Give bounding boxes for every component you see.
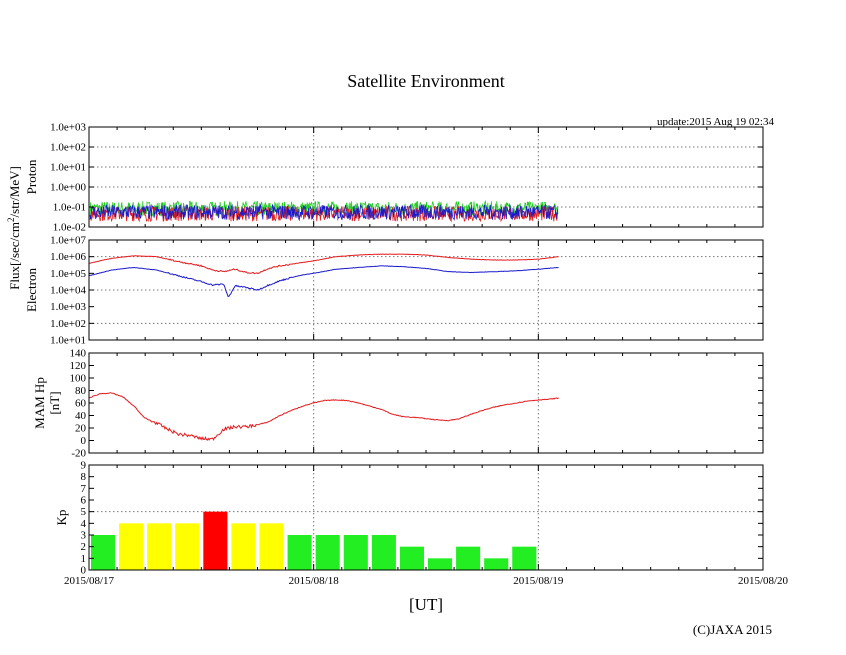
y-tick-label: 1.0e-01: [53, 202, 86, 214]
y-tick-label: 0: [81, 565, 87, 577]
y-tick-label: 2: [81, 541, 87, 553]
y-tick-label: 1.0e+03: [50, 122, 86, 134]
proton-series-blue: [89, 203, 559, 221]
y-tick-label: 100: [70, 373, 87, 385]
y-tick-label: 1.0e+02: [50, 318, 86, 330]
electron-series-red: [88, 253, 559, 275]
mam-y-unit: [nT]: [47, 391, 62, 414]
y-tick-label: 40: [75, 410, 87, 422]
kp-bar: [175, 523, 200, 570]
y-tick-label: 8: [81, 471, 87, 483]
proton-y-label: Proton: [24, 159, 39, 194]
mam_hp-frame: [88, 352, 764, 454]
kp-bar: [399, 546, 424, 570]
proton-panel: 1.0e-02 1.0e-01 1.0e+00 1.0e+01 1.0e+02 1.0e+…: [24, 122, 764, 234]
y-tick-label: 1.0e+03: [50, 301, 86, 313]
electron-y-label: Electron: [24, 267, 39, 312]
kp-bar: [512, 546, 537, 570]
y-tick-label: 1.0e+01: [50, 162, 86, 174]
y-tick-label: 0: [81, 435, 87, 447]
electron-panel: 1.0e+01 1.0e+02 1.0e+03 1.0e+04 1.0e+05 1.0e+…: [24, 235, 764, 347]
kp-bar: [343, 535, 368, 570]
update-timestamp: update:2015 Aug 19 02:34: [657, 116, 775, 128]
kp-bar: [147, 523, 172, 570]
y-tick-label: 1.0e+01: [50, 335, 86, 347]
y-tick-label: 1.0e+07: [50, 235, 86, 247]
kp-bar: [119, 523, 144, 570]
y-tick-label: 120: [70, 360, 87, 372]
y-tick-label: 1.0e+04: [50, 285, 86, 297]
copyright-text: (C)JAXA 2015: [693, 622, 772, 637]
y-tick-label: 1.0e+05: [50, 268, 86, 280]
y-tick-label: 1.0e-02: [53, 222, 86, 234]
y-tick-label: 7: [81, 483, 87, 495]
y-tick-label: 3: [81, 530, 87, 542]
y-tick-label: 6: [81, 495, 87, 507]
kp-bar: [371, 535, 396, 570]
mam_hp-series-red: [88, 392, 559, 441]
x-tick-label: 2015/08/17: [64, 575, 115, 587]
y-tick-label: 1: [81, 553, 87, 565]
kp-bar: [287, 535, 312, 570]
y-tick-label: 5: [81, 506, 87, 518]
y-tick-label: 1.0e+06: [50, 251, 86, 263]
x-tick-label: 2015/08/19: [513, 575, 564, 587]
kp-bar: [456, 546, 481, 570]
mam-y-label: MAM Hp: [32, 377, 47, 429]
y-tick-label: 1.0e+02: [50, 142, 86, 154]
kp-bar: [231, 523, 256, 570]
y-tick-label: -20: [71, 448, 86, 460]
svg-text:Flux[/sec/cm2/str/MeV]: Flux[/sec/cm2/str/MeV]: [6, 166, 22, 290]
kp-bar: [428, 558, 453, 570]
kp-bar: [259, 523, 284, 570]
x-axis-label: [UT]: [409, 595, 443, 614]
electron-series-blue: [88, 265, 559, 298]
y-tick-label: 80: [75, 385, 87, 397]
kp-bar: [484, 558, 509, 570]
kp-bar: [315, 535, 340, 570]
y-tick-label: 140: [70, 348, 87, 360]
y-tick-label: 4: [81, 518, 87, 530]
y-tick-label: 60: [75, 398, 87, 410]
x-tick-label: 2015/08/20: [738, 575, 789, 587]
x-tick-label: 2015/08/18: [289, 575, 340, 587]
flux-y-axis-label: Flux[/sec/cm2/str/MeV]: [6, 166, 22, 290]
y-tick-label: 9: [81, 460, 87, 472]
kp-bar: [91, 535, 116, 570]
y-tick-label: 20: [75, 423, 87, 435]
chart-title: Satellite Environment: [347, 71, 504, 91]
kp-bar: [203, 511, 228, 570]
kp-y-label: Kp: [54, 510, 69, 526]
y-tick-label: 1.0e+00: [50, 182, 86, 194]
